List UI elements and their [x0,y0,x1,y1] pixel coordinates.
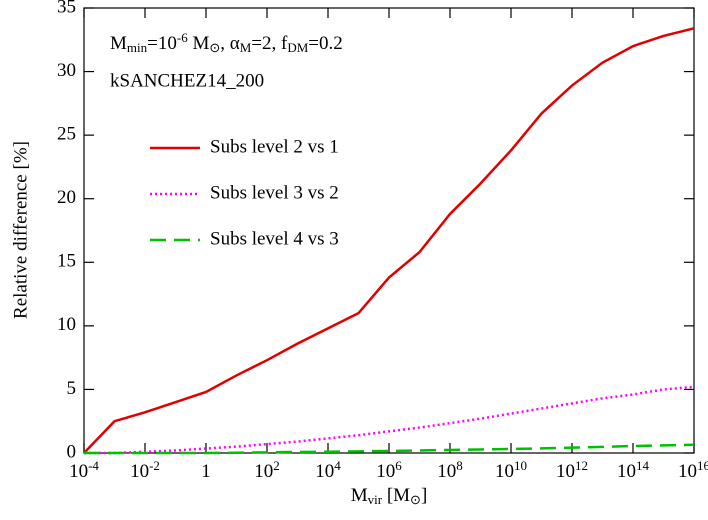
x-tick-label-base: 10 [437,461,456,482]
x-tick-label-base: 10 [315,461,334,482]
annotation-part: =2, f [251,33,288,54]
annotation-part: DM [287,40,308,55]
y-tick-label: 5 [67,378,77,399]
x-tick-label-exp: 6 [395,458,402,473]
annotation: Mmin=10-6 M⊙, αM=2, fDM=0.2 [110,30,343,55]
x-tick-label: 1016 [678,458,708,482]
y-tick-label: 10 [57,314,76,335]
series-line [84,385,695,455]
x-tick-label: 10-4 [69,458,99,482]
annotation-part: M [110,33,127,54]
x-tick-label-exp: -2 [149,458,160,473]
x-tick-label-base: 1 [201,461,211,482]
x-tick-label-exp: -4 [88,458,99,473]
series-line [84,443,695,455]
subtitle: kSANCHEZ14_200 [110,70,264,91]
legend-label: Subs level 2 vs 1 [210,136,339,157]
annotation-part: M [188,33,210,54]
y-tick-label: 0 [67,441,77,462]
annotation-part: M [240,40,252,55]
y-tick-label: 15 [57,251,76,272]
x-tick-label-base: 10 [495,461,514,482]
x-tick-label: 106 [376,458,402,482]
x-tick-label: 104 [315,458,341,482]
x-axis-label-part: ] [421,485,427,506]
x-tick-label: 1010 [495,458,527,482]
y-tick-label: 20 [57,187,76,208]
y-tick-label: 25 [57,124,76,145]
x-tick-label-exp: 10 [514,458,527,473]
y-axis-label: Relative difference [%] [10,141,31,319]
x-axis-label-part: vir [368,492,383,507]
x-tick-label-exp: 4 [334,458,341,473]
x-axis-label: Mvir [M⊙] [351,485,428,507]
legend-label: Subs level 3 vs 2 [210,182,339,203]
x-tick-label-exp: 14 [636,458,650,473]
x-tick-label-base: 10 [254,461,273,482]
annotation-part: =10 [147,33,177,54]
legend-label: Subs level 4 vs 3 [210,228,339,249]
x-tick-label-exp: 8 [456,458,463,473]
annotation-part: -6 [177,30,188,45]
annotation-part: ⊙ [209,40,220,55]
x-axis-label-part: ⊙ [410,492,421,507]
series-line [83,27,695,454]
x-tick-label-base: 10 [376,461,395,482]
x-tick-label-base: 10 [617,461,636,482]
annotation-part: =0.2 [308,33,342,54]
annotation-part: , α [220,33,240,54]
x-tick-label: 10-2 [130,458,160,482]
x-tick-label-exp: 16 [697,458,708,473]
x-tick-label: 108 [437,458,463,482]
y-tick-label: 35 [57,0,76,17]
x-tick-label-exp: 12 [575,458,588,473]
x-tick-label: 102 [254,458,280,482]
annotation-part: min [127,40,148,55]
y-tick-label: 30 [57,60,76,81]
x-tick-label-base: 10 [130,461,149,482]
x-tick-label-base: 10 [69,461,88,482]
x-tick-label-exp: 2 [273,458,280,473]
x-tick-label: 1014 [617,458,650,482]
x-axis-label-part: M [351,485,368,506]
x-tick-label: 1 [201,461,211,482]
x-axis-label-part: [M [382,485,410,506]
x-tick-label: 1012 [556,458,588,482]
x-tick-label-base: 10 [556,461,575,482]
x-tick-label-base: 10 [678,461,697,482]
